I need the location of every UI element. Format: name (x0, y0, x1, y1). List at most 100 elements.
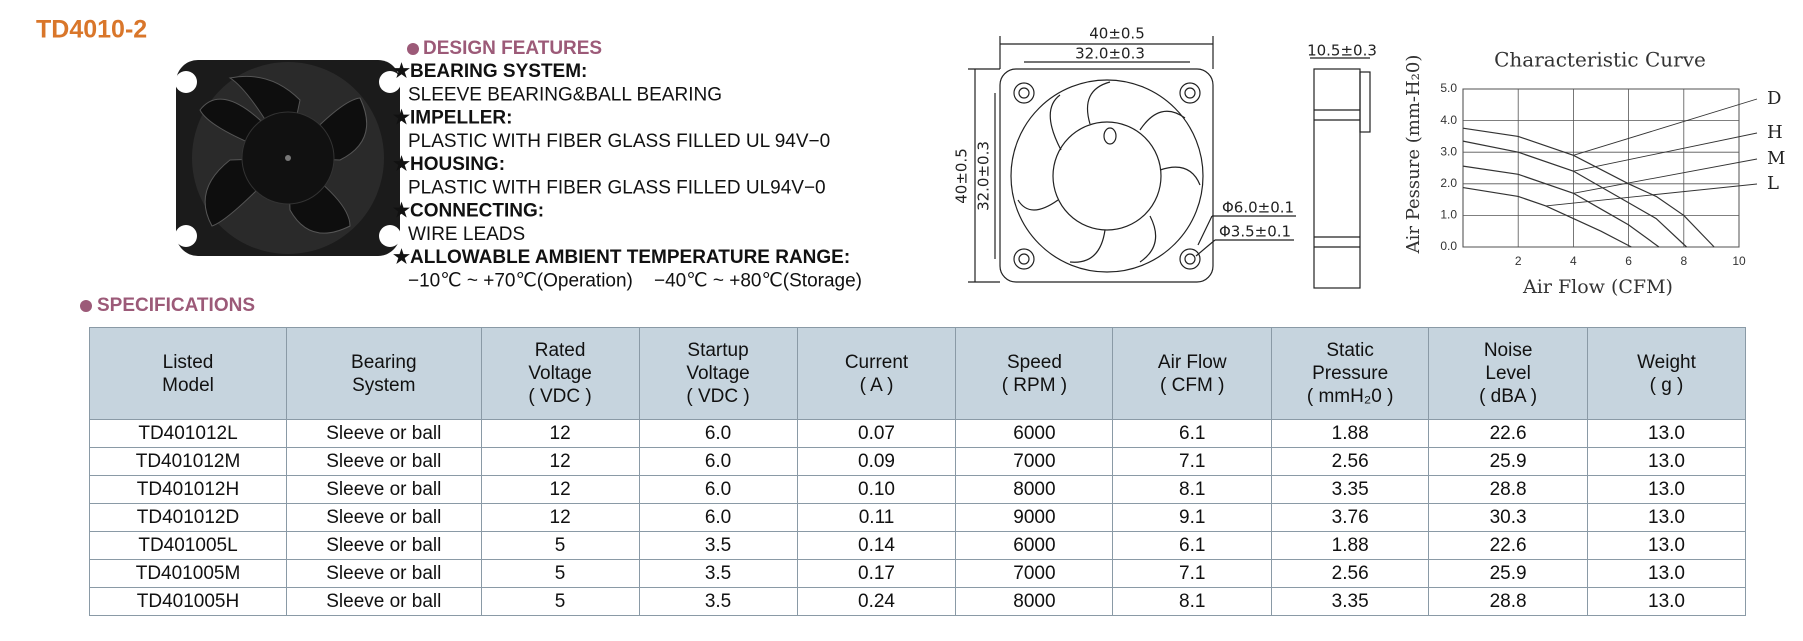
table-cell: 5 (480, 531, 640, 560)
table-cell: 8.1 (1112, 475, 1273, 504)
feature-label: ★BEARING SYSTEM: (393, 61, 587, 82)
table-cell: 3.35 (1271, 475, 1430, 504)
curve-leader (1573, 158, 1758, 194)
table-cell: 8000 (955, 587, 1114, 616)
table-cell: 0.09 (796, 447, 957, 476)
curve-leader (1573, 98, 1758, 156)
header-line: Level (1485, 363, 1531, 384)
feature-label: ★CONNECTING: (393, 201, 544, 222)
table-cell: Sleeve or ball (286, 587, 482, 616)
heading-bullet (80, 300, 92, 312)
header-line: Noise (1483, 340, 1533, 361)
table-cell: 0.07 (796, 419, 957, 448)
x-tick-label: 10 (1732, 254, 1746, 268)
fan-photo (175, 60, 401, 256)
header-line: ( g ) (1649, 374, 1684, 396)
feature-text: SLEEVE BEARING&BALL BEARING (408, 85, 722, 106)
table-cell: 7000 (955, 447, 1114, 476)
table-cell: 5 (480, 587, 640, 616)
dim-hole-spacing: 32.0±0.3 (1075, 45, 1145, 63)
table-cell: 13.0 (1587, 447, 1746, 476)
header-line: Listed (162, 351, 214, 373)
header-line: ( VDC ) (528, 386, 592, 407)
column-header: Air Flow( CFM ) (1112, 327, 1273, 420)
table-cell: Sleeve or ball (286, 419, 482, 448)
table-cell: 2.56 (1271, 559, 1430, 588)
table-cell: 6000 (955, 531, 1114, 560)
curve-leader (1573, 132, 1758, 172)
curve-leader (1545, 183, 1758, 207)
table-cell: Sleeve or ball (286, 531, 482, 560)
table-row: TD401005L Sleeve or ball 5 3.5 0.14 6000 6.1 1.… (89, 531, 1746, 560)
x-tick-label: 2 (1515, 254, 1522, 268)
table-cell: 0.17 (796, 559, 957, 588)
table-cell: 25.9 (1428, 559, 1588, 588)
table-cell: 6.0 (638, 503, 798, 532)
header-line: Pressure (1312, 363, 1389, 384)
table-cell: 13.0 (1587, 531, 1746, 560)
table-cell: TD401005L (89, 531, 287, 560)
dim-width: 40±0.5 (1089, 25, 1145, 43)
table-cell: 0.14 (796, 531, 957, 560)
header-line: Bearing (351, 351, 417, 373)
table-row: TD401012L Sleeve or ball 12 6.0 0.07 6000 6.1 1… (89, 419, 1746, 448)
header-row: Listed Model Bearing System Rated Voltage( VD… (89, 327, 1746, 420)
table-cell: 0.11 (796, 503, 957, 532)
table-cell: 3.5 (638, 559, 798, 588)
front-view (968, 36, 1296, 283)
header-line: System (352, 374, 416, 396)
x-tick-label: 4 (1570, 254, 1577, 268)
curve-label: L (1767, 173, 1779, 194)
table-cell: TD401012D (89, 503, 287, 532)
table-cell: 12 (480, 503, 640, 532)
y-tick-label: 0.0 (1440, 239, 1457, 253)
features-heading: DESIGN FEATURES (423, 38, 602, 59)
column-header: Bearing System (286, 327, 482, 420)
dim-hub-hole: Φ6.0±0.1 (1222, 199, 1294, 217)
y-tick-label: 4.0 (1440, 113, 1457, 127)
table-cell: Sleeve or ball (286, 475, 482, 504)
table-cell: 28.8 (1428, 475, 1588, 504)
table-row: TD401012D Sleeve or ball 12 6.0 0.11 9000 9.1 3… (89, 503, 1746, 532)
table-row: TD401012H Sleeve or ball 12 6.0 0.10 8000 8.1 3… (89, 475, 1746, 504)
dim-hole-spacing-v: 32.0±0.3 (975, 141, 993, 211)
table-cell: 0.10 (796, 475, 957, 504)
table-cell: 1.88 (1271, 419, 1430, 448)
header-line: ( RPM ) (1001, 374, 1068, 396)
table-cell: 6.0 (638, 419, 798, 448)
table-cell: TD401012L (89, 419, 287, 448)
table-cell: 7.1 (1112, 559, 1273, 588)
table-cell: 22.6 (1428, 531, 1588, 560)
feature-label: ★HOUSING: (393, 154, 505, 175)
performance-curve (1462, 140, 1687, 248)
table-cell: 6.1 (1112, 419, 1273, 448)
table-cell: 9.1 (1112, 503, 1273, 532)
column-header: Startup Voltage( VDC ) (638, 327, 798, 420)
table-cell: 6.0 (638, 447, 798, 476)
header-line: Current (844, 351, 909, 373)
table-cell: 1.88 (1271, 531, 1430, 560)
table-cell: 0.24 (796, 587, 957, 616)
table-cell: 6000 (955, 419, 1114, 448)
table-row: TD401005M Sleeve or ball 5 3.5 0.17 7000 7.1 2.… (89, 559, 1746, 588)
dim-mount-hole: Φ3.5±0.1 (1219, 223, 1291, 241)
table-cell: 3.76 (1271, 503, 1430, 532)
table-cell: 12 (480, 419, 640, 448)
table-cell: TD401012H (89, 475, 287, 504)
table-cell: 6.0 (638, 475, 798, 504)
table-cell: 7000 (955, 559, 1114, 588)
table-cell: 8000 (955, 475, 1114, 504)
table-row: TD401012M Sleeve or ball 12 6.0 0.09 7000 7.1 2… (89, 447, 1746, 476)
y-tick-label: 1.0 (1440, 208, 1457, 222)
header-line: Static (1326, 340, 1374, 361)
spec-table: Listed Model Bearing System Rated Voltage( VD… (89, 327, 1746, 616)
table-cell: 3.5 (638, 587, 798, 616)
header-line: ( dBA ) (1479, 386, 1538, 407)
dim-depth: 10.5±0.3 (1307, 42, 1377, 60)
table-cell: TD401012M (89, 447, 287, 476)
table-cell: Sleeve or ball (286, 503, 482, 532)
table-cell: 13.0 (1587, 475, 1746, 504)
table-cell: 13.0 (1587, 559, 1746, 588)
